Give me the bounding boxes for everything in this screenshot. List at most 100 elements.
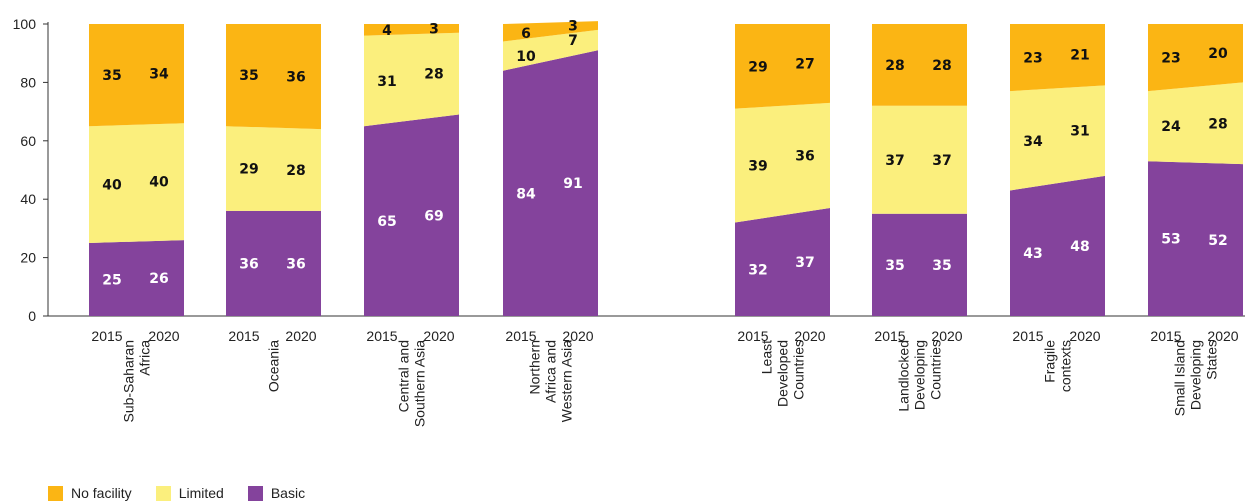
x-tick-label: 2020 xyxy=(285,328,316,344)
data-label-basic-2020: 36 xyxy=(286,256,305,272)
segment-basic-central-and-southern-asia xyxy=(364,114,459,317)
segment-limited-northern-africa-and-western-asia xyxy=(503,29,598,71)
segment-limited-sub-saharan-africa xyxy=(89,123,184,243)
data-label-basic-2015: 32 xyxy=(748,262,767,278)
data-label-no_facility-2020: 20 xyxy=(1208,46,1228,62)
x-tick-label: 2020 xyxy=(1207,328,1238,344)
data-label-limited-2015: 39 xyxy=(748,159,767,175)
group-label: Western Asia xyxy=(559,340,575,422)
y-tick-label: 100 xyxy=(13,16,37,32)
segment-no_facility-least-developed-countries xyxy=(735,24,830,109)
data-label-basic-2015: 65 xyxy=(377,214,396,230)
data-label-limited-2015: 29 xyxy=(239,162,258,178)
group-label: Small Island xyxy=(1172,340,1188,416)
segment-limited-landlocked-developing-countries xyxy=(872,105,967,214)
group-label: Central and xyxy=(396,340,412,412)
data-label-no_facility-2020: 36 xyxy=(286,70,305,86)
data-label-limited-2020: 28 xyxy=(424,67,443,83)
group-label: States xyxy=(1204,340,1220,380)
data-label-no_facility-2015: 6 xyxy=(521,26,531,42)
x-tick-label: 2015 xyxy=(228,328,259,344)
segment-limited-central-and-southern-asia xyxy=(364,32,459,127)
data-label-limited-2020: 40 xyxy=(149,175,169,191)
data-label-no_facility-2020: 27 xyxy=(795,56,814,72)
segment-no_facility-fragile-contexts xyxy=(1010,24,1105,92)
data-label-basic-2015: 53 xyxy=(1161,232,1180,248)
data-label-no_facility-2015: 23 xyxy=(1023,51,1042,67)
data-label-no_facility-2015: 23 xyxy=(1161,51,1180,67)
data-label-basic-2020: 91 xyxy=(563,176,582,192)
data-label-limited-2015: 24 xyxy=(1161,119,1181,135)
segment-no_facility-sub-saharan-africa xyxy=(89,24,184,127)
data-label-basic-2015: 35 xyxy=(885,258,904,274)
segment-no_facility-small-island-developing-states xyxy=(1148,24,1243,92)
data-label-no_facility-2015: 35 xyxy=(102,68,121,84)
group-label: Developing xyxy=(912,340,928,410)
group-label: Africa and xyxy=(543,340,559,403)
legend: No facility Limited Basic xyxy=(48,485,329,501)
segment-limited-oceania xyxy=(226,126,321,211)
legend-swatch-no-facility xyxy=(48,485,63,501)
legend-label-limited: Limited xyxy=(178,485,224,501)
data-label-limited-2015: 31 xyxy=(377,74,396,90)
data-label-limited-2020: 37 xyxy=(932,153,951,169)
data-label-no_facility-2020: 3 xyxy=(568,18,578,34)
x-tick-label: 2015 xyxy=(505,328,536,344)
data-label-limited-2015: 34 xyxy=(1023,134,1043,150)
y-tick-label: 80 xyxy=(20,74,36,90)
x-tick-label: 2020 xyxy=(423,328,454,344)
segment-basic-least-developed-countries xyxy=(735,207,830,316)
data-label-limited-2020: 28 xyxy=(1208,116,1227,132)
segment-basic-oceania xyxy=(226,210,321,316)
group-label: Oceania xyxy=(266,340,282,392)
group-label: Least xyxy=(759,340,775,374)
data-label-limited-2020: 31 xyxy=(1070,124,1089,140)
segment-limited-least-developed-countries xyxy=(735,102,830,223)
segment-no_facility-northern-africa-and-western-asia xyxy=(503,21,598,42)
data-label-basic-2020: 48 xyxy=(1070,239,1089,255)
data-label-limited-2020: 7 xyxy=(568,33,578,49)
x-tick-label: 2020 xyxy=(1069,328,1100,344)
group-label: Developing xyxy=(1188,340,1204,410)
group-label: Africa xyxy=(137,340,153,376)
data-label-basic-2015: 25 xyxy=(102,273,121,289)
x-tick-label: 2015 xyxy=(91,328,122,344)
data-label-limited-2020: 36 xyxy=(795,148,814,164)
x-tick-label: 2020 xyxy=(794,328,825,344)
data-label-no_facility-2020: 34 xyxy=(149,67,169,83)
group-label: Countries xyxy=(791,340,807,400)
data-label-no_facility-2015: 29 xyxy=(748,59,767,75)
legend-label-no-facility: No facility xyxy=(71,485,132,501)
data-label-no_facility-2020: 3 xyxy=(429,21,439,37)
segment-basic-sub-saharan-africa xyxy=(89,240,184,316)
group-label: Southern Asia xyxy=(412,340,428,427)
group-label: Fragile xyxy=(1042,340,1058,383)
legend-swatch-limited xyxy=(155,485,171,501)
x-tick-label: 2015 xyxy=(737,328,768,344)
y-tick-label: 20 xyxy=(20,250,36,266)
segment-limited-fragile-contexts xyxy=(1010,85,1105,191)
data-label-no_facility-2015: 35 xyxy=(239,68,258,84)
legend-label-basic: Basic xyxy=(270,485,306,501)
data-label-limited-2020: 28 xyxy=(286,163,305,179)
group-label: Countries xyxy=(928,340,944,400)
segment-no_facility-central-and-southern-asia xyxy=(364,24,459,36)
segment-basic-landlocked-developing-countries xyxy=(872,213,967,316)
data-label-no_facility-2020: 28 xyxy=(932,58,951,74)
data-label-basic-2020: 35 xyxy=(932,258,951,274)
data-label-no_facility-2020: 21 xyxy=(1070,48,1089,64)
segment-basic-northern-africa-and-western-asia xyxy=(503,50,598,316)
y-tick-label: 40 xyxy=(20,191,36,207)
segment-basic-fragile-contexts xyxy=(1010,175,1105,316)
segment-limited-small-island-developing-states xyxy=(1148,82,1243,165)
x-tick-label: 2015 xyxy=(874,328,905,344)
data-label-basic-2020: 37 xyxy=(795,255,814,271)
legend-swatch-basic xyxy=(247,485,263,501)
segment-basic-small-island-developing-states xyxy=(1148,161,1243,316)
data-label-limited-2015: 40 xyxy=(102,178,122,194)
group-label: Northern xyxy=(527,340,543,394)
data-label-basic-2020: 69 xyxy=(424,208,443,224)
group-label: Developed xyxy=(775,340,791,407)
data-label-basic-2015: 36 xyxy=(239,256,258,272)
